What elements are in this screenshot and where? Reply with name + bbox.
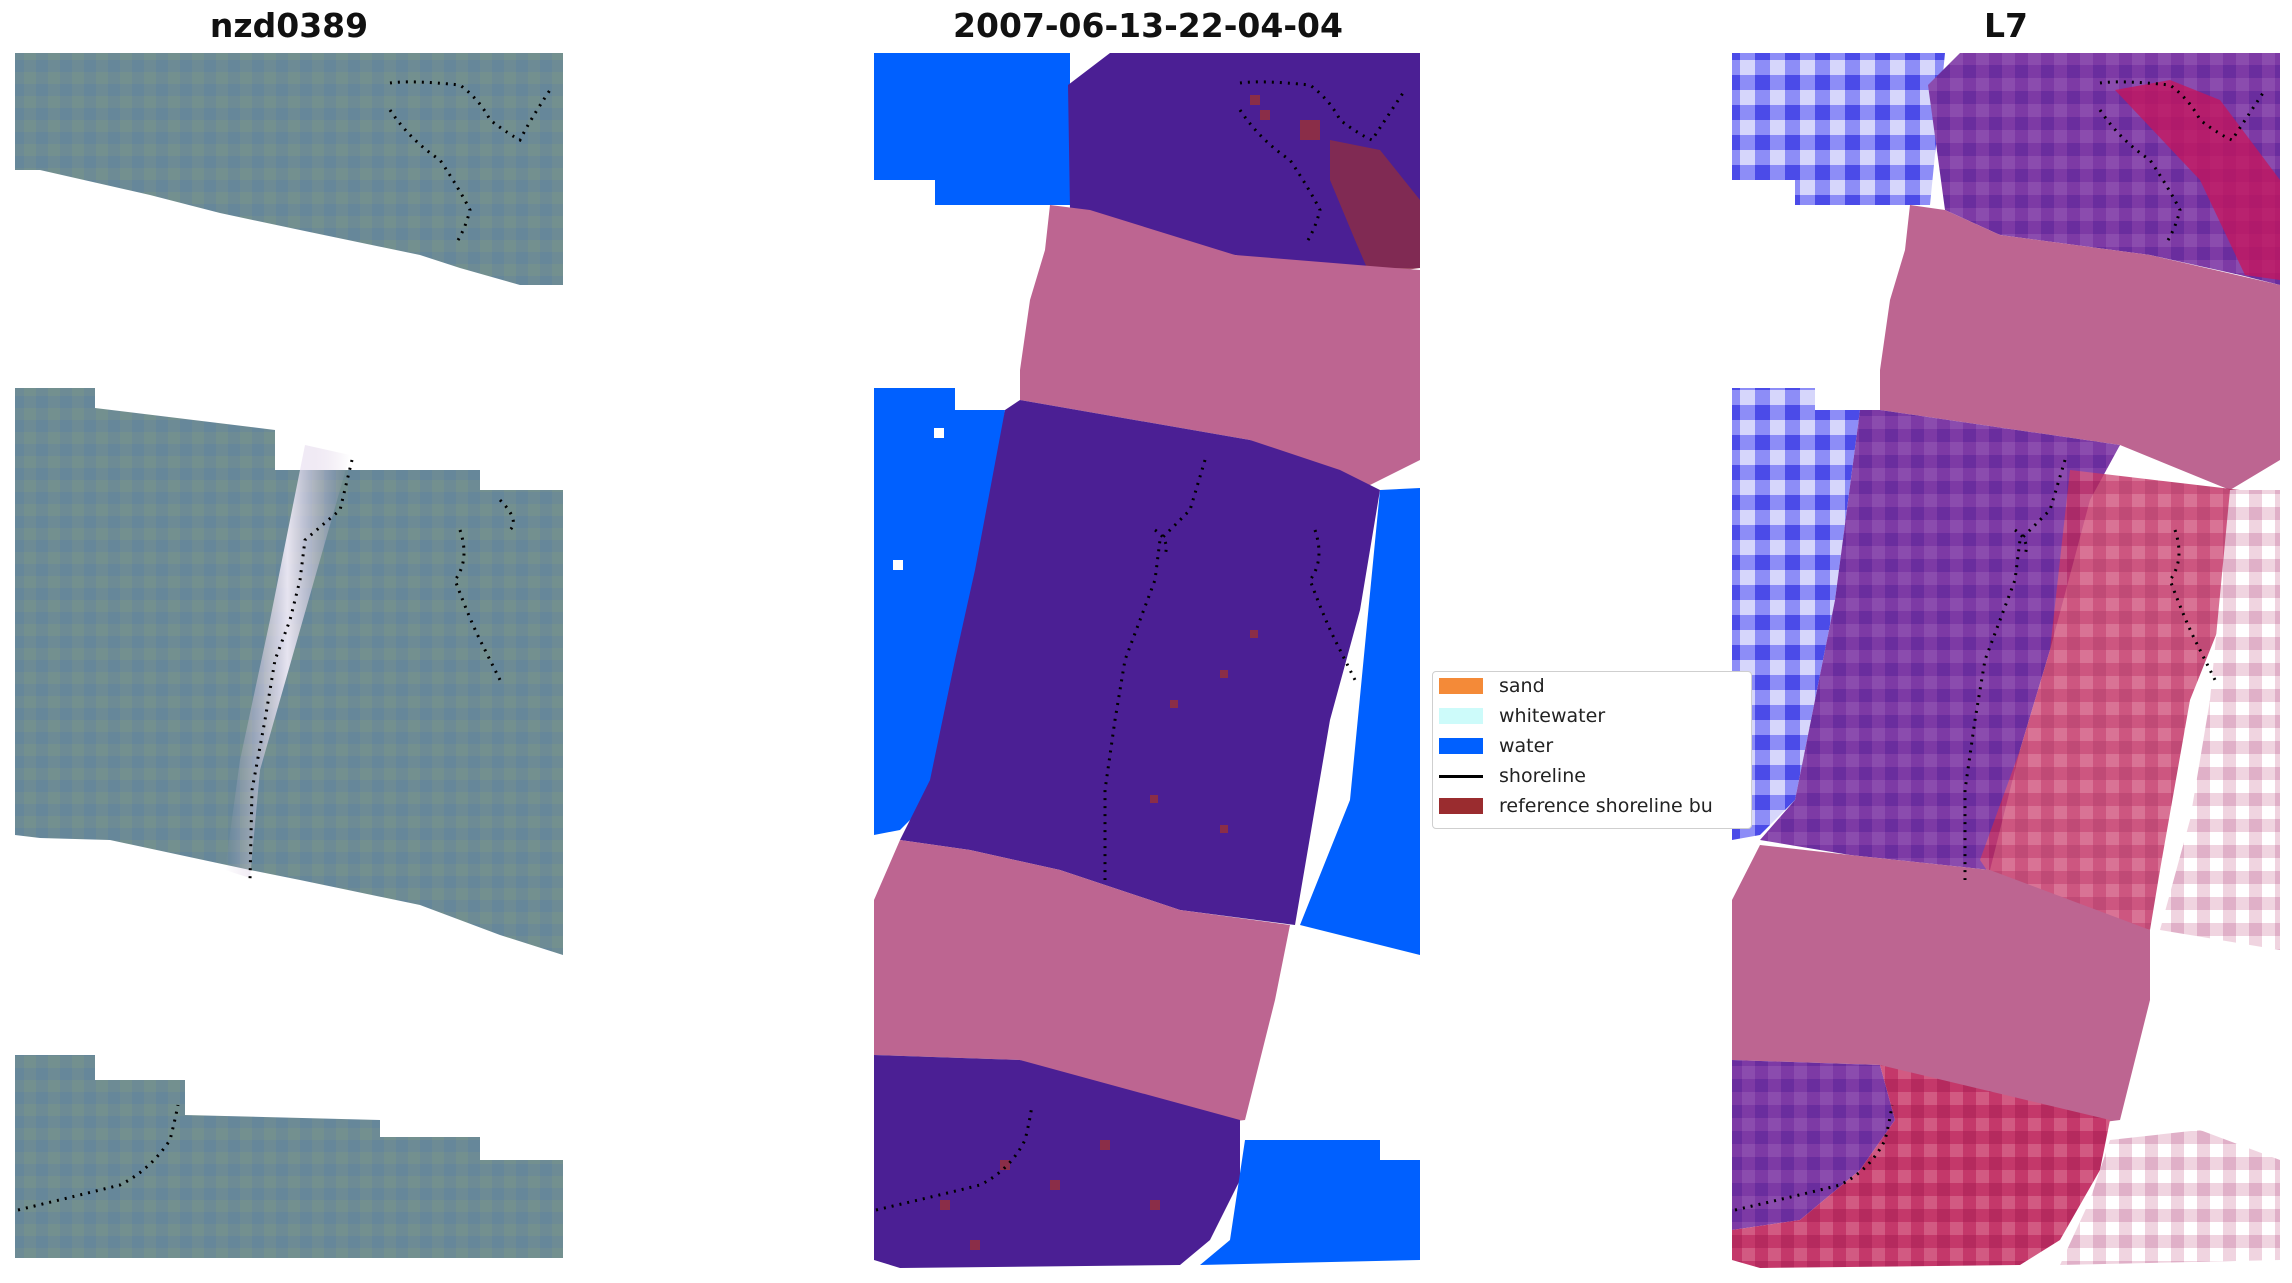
class-water-top [874,53,1070,205]
legend-item-reference-shoreline-buffer: reference shoreline bu [1433,792,1751,817]
legend-label: water [1499,735,1554,757]
index-pinkwhite-right [2160,490,2280,950]
class-buffer-top [1330,140,1420,275]
rgb-shoreline [17,80,552,1212]
index-nodata-band-bottom [1732,845,2150,1125]
index-purple-middle [1760,410,2120,870]
center-panel-title: 2007-06-13-22-04-04 [953,6,1343,45]
legend-label: sand [1499,675,1545,697]
reference-buffer-pixels [940,95,1320,1250]
nodata-band-top [1020,205,1420,490]
index-blue-middle [1732,388,1860,840]
legend-label: whitewater [1499,705,1606,727]
legend-label: reference shoreline bu [1499,795,1713,817]
class-land-middle [900,400,1380,925]
shoreline-line-swatch [1439,775,1483,778]
whitewater-pixel [893,560,903,570]
index-purple-bottom [1732,1060,1895,1230]
index-pinkwhite-bottom [2060,1130,2280,1265]
class-water-bottom [1200,1140,1420,1265]
index-shoreline [1734,80,2267,1212]
index-red-middle [1980,470,2240,930]
rgb-middle-strip [15,388,563,955]
whitewater-streak [225,445,350,878]
index-red-top [2115,80,2280,280]
water-swatch [1439,738,1483,754]
legend-item-sand: sand [1433,672,1751,697]
left-panel-title: nzd0389 [209,6,369,45]
class-land-bottom [874,1055,1240,1268]
index-red-bottom [1732,1065,2110,1268]
class-water-right [1300,488,1420,955]
whitewater-swatch [1439,708,1483,724]
legend-item-whitewater: whitewater [1433,702,1751,727]
right-panel-title: L7 [1984,6,2028,45]
sand-swatch [1439,678,1483,694]
legend-item-shoreline: shoreline [1433,762,1751,787]
class-land-top [1068,53,1420,268]
whitewater-pixel [934,428,944,438]
rgb-top-strip [15,53,563,285]
index-nodata-band-top [1880,205,2280,490]
legend-label: shoreline [1499,765,1586,787]
legend-item-water: water [1433,732,1751,757]
class-water-middle [874,388,1005,835]
reference-buffer-swatch [1439,798,1483,814]
index-blue-top [1732,53,1945,205]
classified-shoreline [875,80,1407,1212]
nodata-band-bottom [874,840,1290,1125]
legend: sand whitewater water shoreline referenc… [1432,671,1752,829]
rgb-bottom-strip [15,1055,563,1258]
